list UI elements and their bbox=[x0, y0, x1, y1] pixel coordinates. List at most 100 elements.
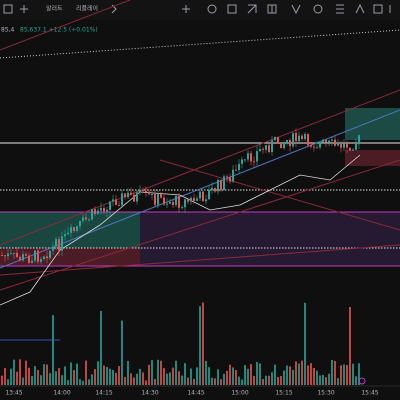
candle bbox=[211, 187, 213, 190]
candle bbox=[94, 209, 96, 214]
icon[interactable] bbox=[291, 4, 301, 15]
volume-bar bbox=[304, 302, 306, 385]
time-label: 14:15 bbox=[95, 390, 112, 397]
volume-bar bbox=[10, 368, 12, 385]
icon[interactable] bbox=[227, 4, 237, 14]
channel-line bbox=[0, 244, 400, 276]
candle bbox=[145, 190, 147, 192]
volume-bar bbox=[241, 379, 243, 385]
candle bbox=[22, 254, 24, 261]
volume-bar bbox=[283, 370, 285, 385]
volume-bar bbox=[151, 360, 153, 385]
candle bbox=[151, 194, 153, 196]
icon[interactable] bbox=[207, 4, 217, 14]
candle bbox=[355, 144, 357, 150]
candle bbox=[313, 146, 315, 148]
indicator-line bbox=[0, 154, 361, 306]
range-zone bbox=[140, 212, 400, 266]
candle bbox=[316, 147, 318, 149]
candle bbox=[7, 253, 9, 257]
candle bbox=[127, 192, 129, 198]
alert-button[interactable]: 알러트 bbox=[46, 5, 63, 13]
candle bbox=[31, 260, 33, 263]
candle bbox=[325, 139, 327, 143]
volume-bar bbox=[25, 360, 27, 385]
replay-button[interactable]: 리플레이 bbox=[76, 5, 98, 13]
volume-bar bbox=[124, 376, 126, 385]
volume-bar bbox=[319, 375, 321, 385]
candle bbox=[52, 246, 54, 251]
candle bbox=[259, 148, 261, 152]
candle bbox=[283, 142, 285, 149]
candle bbox=[172, 201, 174, 205]
volume-bar bbox=[142, 372, 144, 385]
volume-bar bbox=[208, 367, 210, 385]
candle bbox=[136, 192, 138, 202]
icon[interactable] bbox=[182, 5, 190, 13]
icon[interactable] bbox=[355, 3, 365, 14]
icon[interactable] bbox=[336, 4, 344, 14]
candle bbox=[241, 159, 243, 164]
volume-bar bbox=[109, 368, 111, 385]
channel-line bbox=[0, 89, 400, 246]
volume-bar bbox=[19, 359, 21, 385]
candle bbox=[4, 255, 6, 257]
volume-bar bbox=[232, 367, 234, 385]
candle bbox=[40, 259, 42, 262]
icon[interactable] bbox=[247, 4, 257, 14]
volume-bar bbox=[238, 376, 240, 385]
volume-bar bbox=[16, 371, 18, 385]
candle bbox=[280, 143, 282, 149]
volume-bar bbox=[28, 367, 30, 385]
candle bbox=[157, 193, 159, 205]
candle bbox=[133, 194, 135, 202]
volume-bar bbox=[46, 364, 48, 385]
candle bbox=[37, 250, 39, 262]
volume-bar bbox=[226, 370, 228, 385]
channel-line bbox=[0, 109, 400, 269]
volume-bar bbox=[4, 368, 6, 385]
candle bbox=[238, 163, 240, 170]
volume-bar bbox=[37, 370, 39, 385]
volume-bar bbox=[58, 368, 60, 385]
candle bbox=[286, 140, 288, 143]
volume-bar bbox=[340, 365, 342, 385]
volume-bar bbox=[163, 368, 165, 385]
time-label: 14:45 bbox=[187, 390, 204, 397]
candle bbox=[217, 180, 219, 192]
candle bbox=[124, 193, 126, 198]
marker[interactable] bbox=[358, 377, 366, 385]
candle bbox=[235, 169, 237, 171]
volume-bar bbox=[358, 363, 360, 385]
volume-bar bbox=[247, 368, 249, 385]
candle bbox=[304, 134, 306, 140]
icon[interactable] bbox=[313, 4, 323, 14]
volume-bar bbox=[277, 376, 279, 385]
candle bbox=[226, 176, 228, 178]
candle bbox=[160, 193, 162, 198]
candle bbox=[244, 159, 246, 161]
icon[interactable] bbox=[20, 5, 28, 13]
candle bbox=[187, 199, 189, 202]
volume-bar bbox=[316, 370, 318, 385]
volume-bar bbox=[121, 320, 123, 385]
candle bbox=[358, 135, 360, 145]
icon[interactable] bbox=[267, 4, 277, 14]
candle bbox=[103, 207, 105, 212]
volume-bar bbox=[181, 375, 183, 385]
candle bbox=[49, 250, 51, 259]
candle bbox=[193, 197, 195, 201]
icon[interactable] bbox=[3, 4, 13, 14]
candle bbox=[208, 189, 210, 200]
volume-bar bbox=[148, 364, 150, 385]
volume-bar bbox=[211, 377, 213, 385]
volume-bar bbox=[157, 359, 159, 385]
candle bbox=[181, 207, 183, 209]
candle bbox=[256, 151, 258, 162]
candle bbox=[298, 135, 300, 142]
icon[interactable] bbox=[373, 4, 383, 14]
candle bbox=[337, 142, 339, 146]
volume-bar bbox=[280, 376, 282, 385]
trend-dotted bbox=[0, 29, 400, 59]
